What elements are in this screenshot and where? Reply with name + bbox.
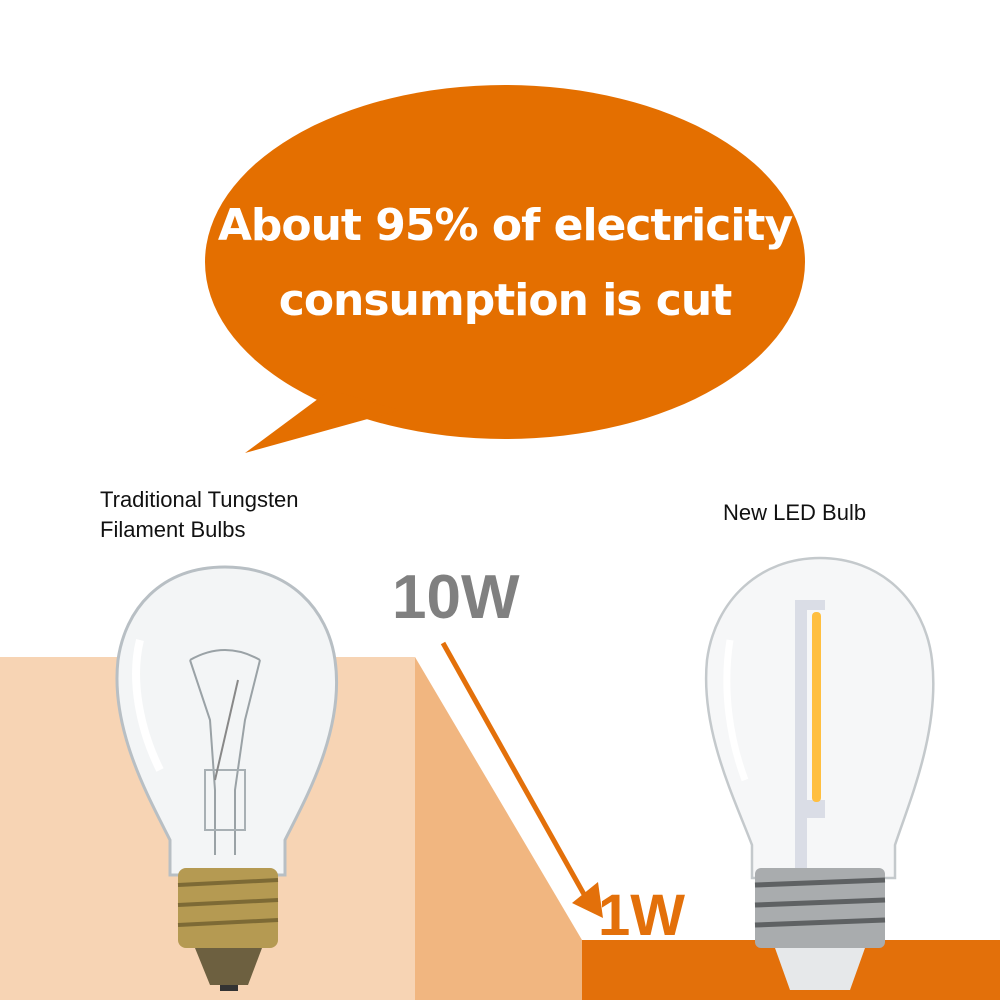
arrow-down-icon — [440, 641, 603, 918]
tungsten-label-line2: Filament Bulbs — [100, 517, 246, 542]
tungsten-bulb-image — [115, 565, 338, 991]
old-wattage: 10W — [392, 563, 520, 632]
led-label: New LED Bulb — [723, 500, 867, 525]
new-wattage: 1W — [598, 883, 685, 948]
headline-line2: consumption is cut — [278, 275, 733, 326]
led-bulb-image — [704, 556, 935, 990]
speech-bubble — [205, 85, 805, 453]
headline-line1: About 95% of electricity — [217, 200, 793, 251]
tungsten-label-line1: Traditional Tungsten — [100, 487, 299, 512]
step-mid — [415, 657, 582, 1000]
